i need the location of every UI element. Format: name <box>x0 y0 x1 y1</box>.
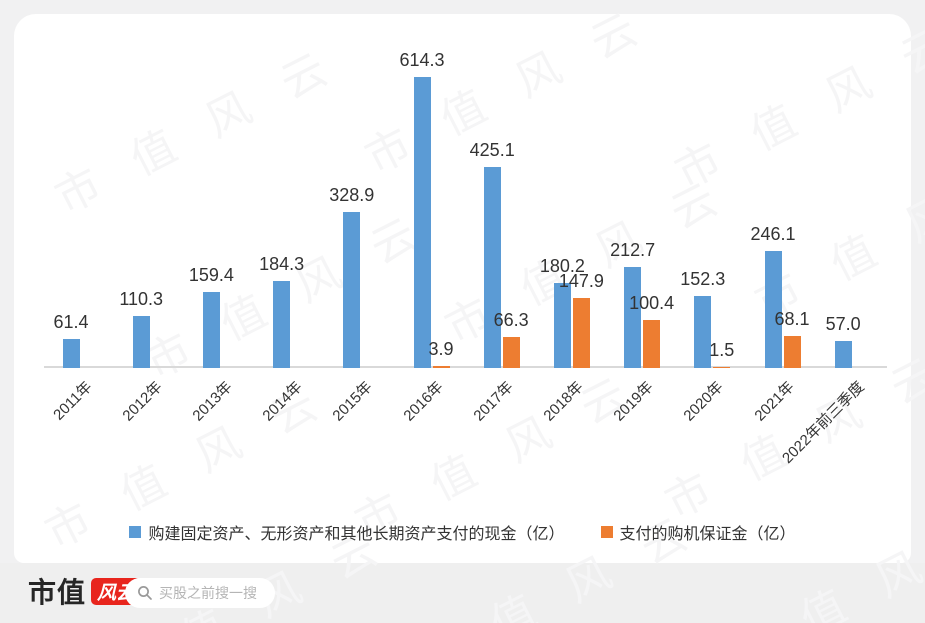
value-label: 147.9 <box>558 271 604 291</box>
x-tick-label: 2013年 <box>189 378 236 425</box>
value-label: 328.9 <box>329 185 375 205</box>
value-label: 614.3 <box>399 50 445 70</box>
x-tick-label: 2012年 <box>119 378 166 425</box>
value-label: 68.1 <box>774 309 810 329</box>
value-label: 152.3 <box>680 269 726 289</box>
bar-series2 <box>502 337 520 368</box>
bar-series2 <box>713 367 731 368</box>
value-label: 1.5 <box>709 340 735 360</box>
x-axis-line <box>44 366 887 368</box>
x-tick-label: 2014年 <box>259 378 306 425</box>
bar-series1 <box>834 341 852 368</box>
value-label: 246.1 <box>750 224 796 244</box>
value-label: 3.9 <box>428 339 454 359</box>
bar-series2 <box>783 336 801 368</box>
footer-content: 市值 风云 买股之前搜一搜 <box>0 563 925 623</box>
x-tick-label: 2015年 <box>329 378 377 425</box>
chart-card <box>14 14 911 563</box>
bar-series1 <box>343 212 361 368</box>
legend-swatch <box>129 526 142 538</box>
brand-text: 市值 <box>28 577 87 608</box>
bar-series1 <box>62 339 80 368</box>
x-tick-label: 2021年 <box>751 378 798 425</box>
legend-item: 支付的购机保证金（亿） <box>600 520 796 544</box>
bar-series1 <box>624 267 642 368</box>
value-label: 110.3 <box>119 289 164 309</box>
bar-series1 <box>483 167 501 368</box>
bar-series1 <box>132 316 150 368</box>
value-label: 61.4 <box>53 312 89 332</box>
legend-label: 购建固定资产、无形资产和其他长期资产支付的现金（亿） <box>148 526 565 543</box>
bar-series1 <box>202 292 220 368</box>
x-tick-label: 2011年 <box>49 378 96 424</box>
value-label: 159.4 <box>188 265 234 285</box>
search-input[interactable]: 买股之前搜一搜 <box>125 578 275 608</box>
search-icon <box>137 585 153 601</box>
x-tick-label: 2020年 <box>680 378 728 425</box>
value-label: 180.2 <box>539 256 585 276</box>
bar-series2 <box>572 298 590 368</box>
bar-series2 <box>432 366 450 368</box>
search-placeholder: 买股之前搜一搜 <box>159 585 257 601</box>
legend-item: 购建固定资产、无形资产和其他长期资产支付的现金（亿） <box>129 520 565 544</box>
bar-series1 <box>273 281 291 368</box>
value-label: 212.7 <box>610 240 656 260</box>
x-tick-label: 2018年 <box>540 378 587 425</box>
legend-swatch <box>600 526 613 538</box>
bar-series1 <box>553 283 571 368</box>
x-tick-label: 2017年 <box>470 378 517 425</box>
value-label: 57.0 <box>825 314 861 334</box>
value-label: 425.1 <box>469 140 515 160</box>
value-label: 184.3 <box>259 254 305 274</box>
bar-series1 <box>413 77 431 368</box>
chart-legend: 购建固定资产、无形资产和其他长期资产支付的现金（亿） 支付的购机保证金（亿） <box>15 520 910 544</box>
value-label: 100.4 <box>629 293 675 313</box>
x-tick-label: 2016年 <box>400 378 447 425</box>
bar-series2 <box>643 320 661 368</box>
bar-series1 <box>694 296 712 368</box>
bar-series1 <box>764 251 782 368</box>
legend-label: 支付的购机保证金（亿） <box>619 526 796 543</box>
x-tick-label: 2019年 <box>610 378 657 425</box>
value-label: 66.3 <box>493 310 529 330</box>
